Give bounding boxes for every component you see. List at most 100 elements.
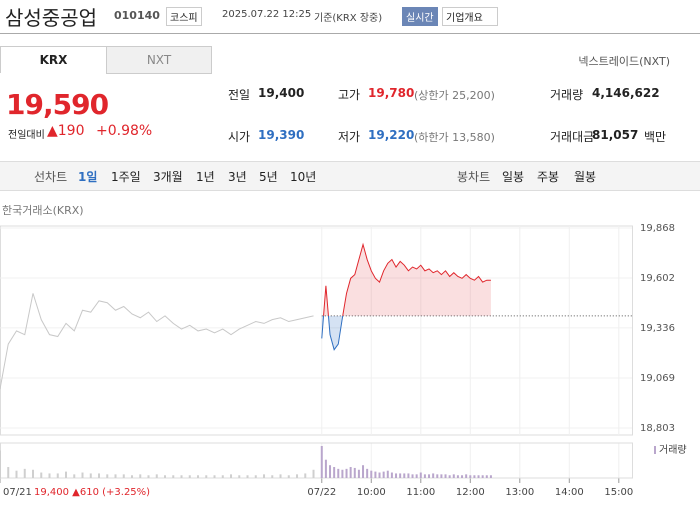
volume-bar [155, 474, 158, 478]
stat-value: 19,780 [368, 86, 415, 100]
period-option[interactable]: 1일 [78, 170, 98, 184]
volume-bar [221, 475, 224, 478]
volume-bar [238, 475, 241, 478]
basis: 기준(KRX 장중) [314, 13, 383, 24]
volume-bar [287, 475, 290, 478]
volume-bar [473, 475, 476, 478]
stat-label: 전일 [228, 88, 251, 102]
volume-bar [485, 475, 488, 478]
volume-bar [0, 450, 1, 478]
realtime-badge[interactable]: 실시간 [402, 7, 438, 26]
volume-bar [188, 475, 191, 478]
change: ▲190 [47, 123, 85, 139]
stat-label: 거래량 [550, 88, 584, 102]
current-price: 19,590 [6, 88, 109, 121]
volume-bar [197, 475, 200, 478]
tab[interactable]: NXT [106, 46, 212, 74]
volume-bar [378, 472, 381, 478]
volume-bar [73, 474, 76, 478]
volume-legend: 거래량 [659, 444, 687, 456]
price-line [323, 242, 491, 316]
volume-bar [114, 474, 117, 478]
market-badge: 코스피 [166, 7, 202, 26]
volume-bar [333, 467, 336, 478]
y-tick-label: 18,803 [640, 423, 675, 434]
volume-bar [139, 474, 142, 478]
stat-extra: (하한가 13,580) [414, 131, 495, 144]
volume-bar [320, 446, 323, 478]
volume-bar [366, 468, 369, 478]
volume-bar [147, 475, 150, 478]
period-option[interactable]: 주봉 [537, 170, 560, 184]
x-annotation: 19,400 ▲610 (+3.25%) [34, 487, 150, 498]
volume-bar [415, 474, 418, 478]
stat-label: 고가 [338, 88, 361, 102]
stock-code: 010140 [114, 9, 160, 22]
volume-bar [32, 469, 35, 478]
volume-bar [213, 475, 216, 478]
volume-bar [271, 475, 274, 478]
period-option[interactable]: 3개월 [153, 170, 183, 184]
stat-value: 19,400 [258, 86, 305, 100]
period-option[interactable]: 일봉 [502, 170, 525, 184]
volume-bar [448, 475, 451, 478]
volume-bar [122, 474, 125, 478]
volume-legend-swatch [654, 446, 656, 454]
stat-label: 시가 [228, 130, 251, 144]
volume-bar [489, 475, 492, 478]
x-tick-label: 07/21 [3, 487, 32, 498]
period-option[interactable]: 월봉 [574, 170, 597, 184]
change-rate: +0.98% [96, 123, 153, 139]
stat-unit: 백만 [644, 130, 667, 144]
period-option[interactable]: 3년 [228, 170, 247, 184]
volume-bar [304, 473, 307, 478]
period-label: 봉차트 [457, 170, 491, 184]
volume-bar [386, 470, 389, 478]
chart: 18,803 19,069 19,336 19,602 19,868 07/21 07/22… [0, 223, 687, 498]
volume-bar [362, 465, 365, 478]
stat-value: 19,390 [258, 128, 305, 142]
x-tick-label: 13:00 [505, 487, 534, 498]
volume-bar [65, 471, 68, 478]
volume-bar [329, 465, 332, 478]
volume-bar [477, 475, 480, 478]
volume-bar [440, 474, 443, 478]
price-area [321, 315, 343, 350]
volume-bar [419, 472, 422, 478]
volume-bar [56, 473, 59, 478]
company-button[interactable]: 기업개요 [442, 7, 498, 26]
volume-bar [296, 474, 299, 478]
stat-value: 81,057 [592, 128, 639, 142]
volume-bar [403, 473, 406, 478]
stat-value: 19,220 [368, 128, 415, 142]
period-option[interactable]: 5년 [259, 170, 278, 184]
volume-bar [349, 467, 352, 478]
volume-bar [411, 474, 414, 478]
period-option[interactable]: 10년 [290, 170, 317, 184]
volume-bar [81, 472, 84, 478]
time: 2025.07.22 12:25 [222, 9, 312, 20]
nxt-link[interactable]: 넥스트레이드(NXT) [578, 55, 670, 68]
volume-bar [370, 470, 373, 478]
period-label: 선차트 [34, 170, 68, 184]
stat-value: 4,146,622 [592, 86, 660, 100]
y-tick-label: 19,868 [640, 223, 675, 234]
volume-bar [357, 469, 360, 478]
volume-bar [230, 474, 233, 478]
volume-bar [48, 473, 51, 478]
volume-bar [254, 475, 257, 478]
x-tick-label: 15:00 [604, 487, 633, 498]
period-option[interactable]: 1주일 [111, 170, 141, 184]
volume-bar [164, 475, 167, 478]
volume-bar [469, 475, 472, 478]
volume-bar [353, 467, 356, 478]
volume-bar [263, 474, 266, 478]
volume-bar [279, 474, 282, 478]
x-tick-label: 14:00 [555, 487, 584, 498]
volume-bar [89, 473, 92, 478]
volume-bar [465, 474, 468, 478]
period-option[interactable]: 1년 [196, 170, 215, 184]
volume-bar [23, 468, 26, 478]
tab[interactable]: KRX [0, 46, 107, 73]
